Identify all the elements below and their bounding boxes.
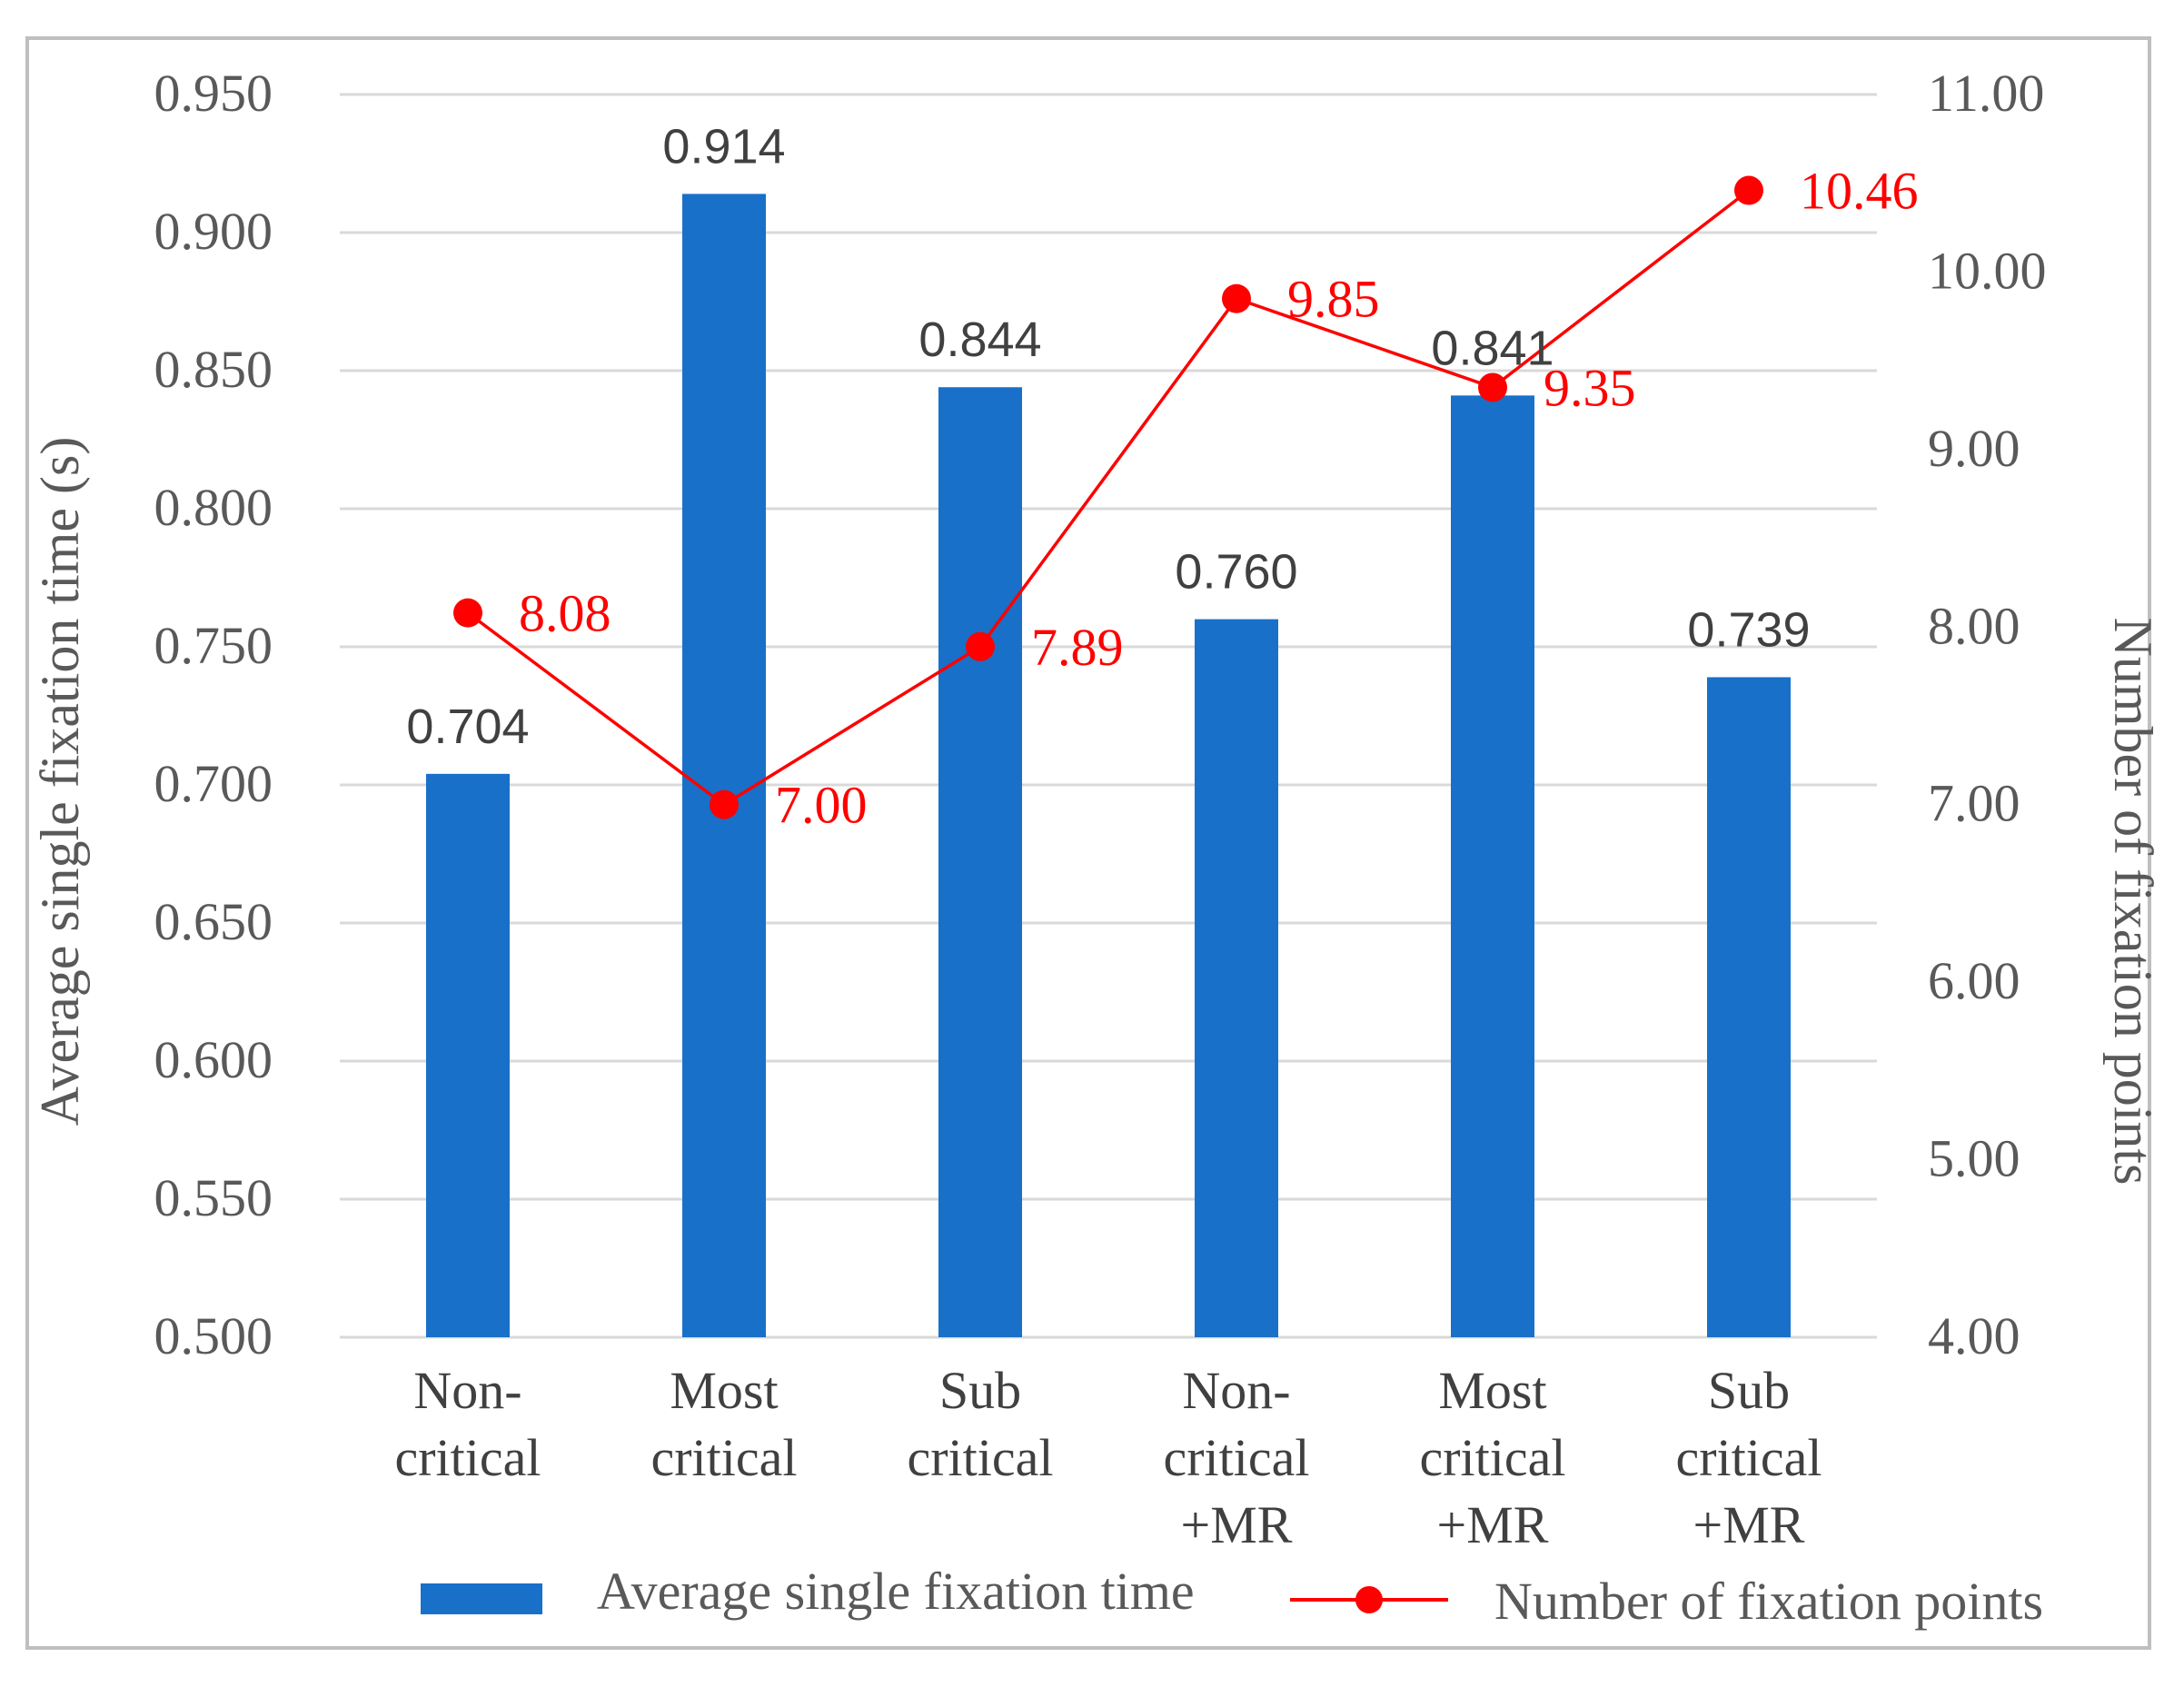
bar	[1707, 677, 1791, 1337]
line-value-label: 7.89	[1031, 618, 1124, 677]
line-point	[1734, 175, 1763, 205]
bar-value-label: 0.739	[1687, 602, 1810, 657]
left-tick-label: 0.600	[154, 1030, 273, 1089]
bar-value-label: 0.704	[406, 700, 529, 754]
line-point	[453, 598, 482, 628]
bar-value-label: 0.760	[1175, 545, 1297, 600]
bar	[1195, 619, 1278, 1337]
category-label-line: +MR	[1693, 1495, 1805, 1554]
gridlines	[340, 93, 1877, 1339]
line-point	[966, 631, 995, 661]
bar-value-label: 0.841	[1431, 321, 1554, 375]
left-tick-label: 0.650	[154, 892, 273, 951]
right-tick-label: 6.00	[1928, 951, 2020, 1010]
bar-series	[426, 194, 1791, 1338]
line-value-label: 7.00	[775, 776, 868, 835]
category-label-line: Non-	[1182, 1361, 1290, 1420]
line-path	[466, 189, 1751, 807]
line-point	[710, 789, 739, 819]
left-tick-label: 0.700	[154, 754, 273, 813]
category-label-line: +MR	[1437, 1495, 1549, 1554]
category-label-line: Sub	[939, 1361, 1021, 1420]
left-tick-label: 0.850	[154, 340, 273, 399]
line-value-label: 10.46	[1800, 162, 1919, 221]
right-tick-label: 10.00	[1928, 241, 2047, 300]
left-axis-title: Average single fixation time (s)	[30, 437, 90, 1126]
legend-bar-label: Average single fixation time	[597, 1562, 1195, 1621]
line-point	[1222, 283, 1251, 313]
category-label-line: critical	[394, 1428, 541, 1487]
category-label-line: critical	[1675, 1428, 1822, 1487]
category-label-line: critical	[650, 1428, 797, 1487]
right-tick-label: 8.00	[1928, 596, 2020, 655]
category-label: Non-critical	[394, 1361, 541, 1487]
line-series	[453, 175, 1763, 819]
bar	[1451, 395, 1534, 1337]
right-tick-label: 7.00	[1928, 774, 2020, 833]
line-data-labels: 8.08 7.00 7.89 9.85 9.35 10.46	[519, 162, 1919, 835]
right-tick-label: 4.00	[1928, 1306, 2020, 1365]
bar	[426, 773, 510, 1337]
category-label-line: Non-	[413, 1361, 521, 1420]
category-label-line: +MR	[1181, 1495, 1293, 1554]
left-tick-label: 0.950	[154, 64, 273, 123]
line-value-label: 9.35	[1544, 358, 1636, 417]
right-axis-ticks: 4.00 5.00 6.00 7.00 8.00 9.00 10.00 11.00	[1928, 64, 2047, 1365]
category-label: Sub critical	[907, 1361, 1053, 1487]
category-label-line: critical	[907, 1428, 1053, 1487]
category-label-line: Most	[670, 1361, 778, 1420]
bar	[682, 194, 766, 1338]
left-axis-ticks: 0.500 0.550 0.600 0.650 0.700 0.750 0.800 0.850…	[154, 64, 273, 1365]
right-tick-label: 5.00	[1928, 1129, 2020, 1188]
category-label: Most critical	[650, 1361, 797, 1487]
left-tick-label: 0.550	[154, 1168, 273, 1227]
legend: Average single fixation time Number of f…	[421, 1562, 2043, 1631]
left-tick-label: 0.500	[154, 1306, 273, 1365]
left-tick-label: 0.800	[154, 478, 273, 537]
left-tick-label: 0.750	[154, 616, 273, 675]
bar	[938, 387, 1022, 1337]
left-tick-label: 0.900	[154, 202, 273, 261]
chart-frame	[25, 36, 2151, 1650]
category-label: Sub critical +MR	[1675, 1361, 1822, 1554]
legend-line-marker	[1355, 1586, 1383, 1613]
legend-bar-swatch	[421, 1583, 542, 1614]
bar-value-label: 0.914	[662, 119, 785, 174]
legend-line-label: Number of fixation points	[1494, 1572, 2043, 1631]
bar-data-labels: 0.704 0.914 0.844 0.760 0.841 0.739	[406, 119, 1810, 753]
category-label: Most critical +MR	[1419, 1361, 1565, 1554]
category-label-line: Most	[1438, 1361, 1546, 1420]
category-label-line: critical	[1419, 1428, 1565, 1487]
category-label: Non-critical +MR	[1163, 1361, 1309, 1554]
bar-value-label: 0.844	[918, 313, 1041, 367]
right-tick-label: 11.00	[1928, 64, 2044, 123]
line-value-label: 8.08	[519, 584, 611, 643]
right-tick-label: 9.00	[1928, 419, 2020, 478]
line-value-label: 9.85	[1287, 270, 1380, 329]
line-point	[1478, 372, 1507, 402]
right-axis-title: Number of fixation points	[2103, 618, 2163, 1186]
category-label-line: critical	[1163, 1428, 1309, 1487]
category-label-line: Sub	[1708, 1361, 1790, 1420]
